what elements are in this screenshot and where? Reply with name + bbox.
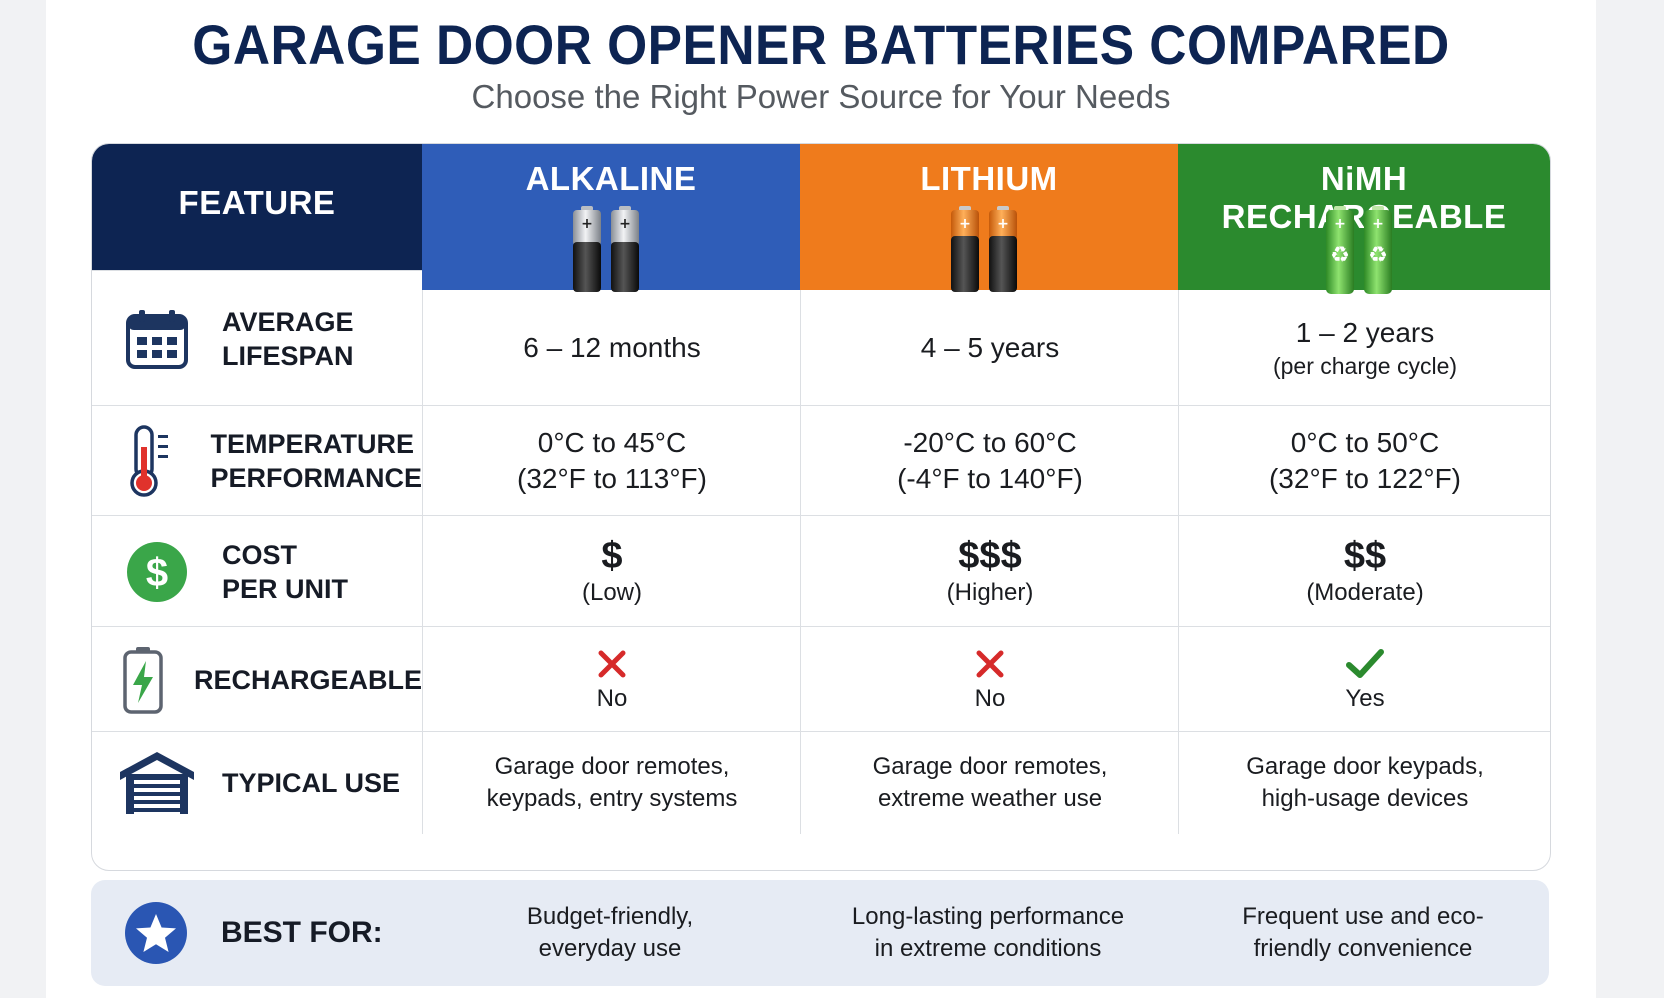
best-for-alkaline: Budget-friendly, everyday use (421, 880, 799, 986)
comparison-table: FEATURE ALKALINE + + LITHIUM (91, 143, 1551, 871)
temperature-lithium: -20°C to 60°C (-4°F to 140°F) (800, 406, 1179, 516)
typical-use-alkaline-value: Garage door remotes, keypads, entry syst… (486, 753, 738, 812)
best-for-nimh-value: Frequent use and eco- friendly convenien… (1242, 903, 1484, 962)
battery-charge-icon (123, 646, 163, 714)
best-for-lithium: Long-lasting performance in extreme cond… (799, 880, 1177, 986)
star-icon (125, 902, 187, 964)
best-for-bar: BEST FOR: Budget-friendly, everyday use … (91, 880, 1549, 986)
cost-nimh-value: $$ (1343, 534, 1387, 577)
svg-text:+: + (619, 216, 631, 232)
header-feature: FEATURE (92, 144, 422, 270)
feature-cell-typical-use: TYPICAL USE (92, 732, 422, 834)
check-icon (1346, 648, 1384, 678)
typical-use-lithium: Garage door remotes, extreme weather use (800, 732, 1179, 834)
svg-text:+: + (959, 216, 971, 232)
svg-text:+: + (1372, 216, 1384, 232)
cost-nimh: $$ (Moderate) (1178, 516, 1550, 627)
cross-icon (976, 650, 1004, 677)
garage-icon (120, 752, 194, 814)
svg-text:+: + (1334, 216, 1346, 232)
header-nimh-label: NiMH RECHARGEABLE (1222, 160, 1506, 235)
temperature-nimh-value: 0°C to 50°C (1290, 427, 1440, 458)
feature-cell-rechargeable: RECHARGEABLE (92, 627, 422, 732)
feature-label-cost: COST PER UNIT (222, 539, 349, 604)
rechargeable-alkaline: No (422, 627, 801, 732)
temperature-nimh: 0°C to 50°C (32°F to 122°F) (1178, 406, 1550, 516)
lifespan-alkaline: 6 – 12 months (422, 290, 801, 405)
temperature-lithium-value: -20°C to 60°C (903, 427, 1077, 458)
cost-alkaline-level: (Low) (581, 578, 642, 606)
typical-use-alkaline: Garage door remotes, keypads, entry syst… (422, 732, 801, 834)
cost-nimh-level: (Moderate) (1306, 578, 1424, 606)
lifespan-lithium-value: 4 – 5 years (920, 331, 1060, 363)
page-subtitle: Choose the Right Power Source for Your N… (471, 78, 1171, 115)
best-for-label-cell: BEST FOR: (91, 880, 421, 986)
temperature-lithium-fahrenheit: (-4°F to 140°F) (897, 463, 1083, 494)
best-for-label: BEST FOR: (221, 916, 383, 949)
cost-alkaline: $ (Low) (422, 516, 801, 627)
nimh-battery-icon: + ♻ + ♻ (1326, 206, 1392, 294)
temperature-alkaline: 0°C to 45°C (32°F to 113°F) (422, 406, 801, 516)
feature-label-rechargeable: RECHARGEABLE (193, 664, 422, 695)
page: GARAGE DOOR OPENER BATTERIES COMPARED Ch… (46, 0, 1596, 998)
feature-cell-lifespan: AVERAGE LIFESPAN (92, 270, 422, 406)
rechargeable-lithium-value: No (974, 684, 1006, 712)
cost-alkaline-value: $ (601, 534, 623, 577)
svg-text:♻: ♻ (1330, 243, 1350, 268)
lifespan-lithium: 4 – 5 years (800, 290, 1179, 405)
header-nimh: NiMH RECHARGEABLE + ♻ + ♻ (1178, 144, 1550, 294)
page-title: GARAGE DOOR OPENER BATTERIES COMPARED (192, 13, 1450, 76)
svg-text:$: $ (146, 551, 168, 595)
typical-use-lithium-value: Garage door remotes, extreme weather use (872, 753, 1108, 812)
row-rechargeable: RECHARGEABLE No No (92, 626, 1550, 732)
typical-use-nimh-value: Garage door keypads, high-usage devices (1246, 753, 1484, 812)
row-cost: $ COST PER UNIT $ (Low) $$$ (Higher) $$ … (92, 515, 1550, 627)
temperature-alkaline-value: 0°C to 45°C (537, 427, 687, 458)
thermometer-icon (130, 425, 169, 497)
lithium-battery-icon: + + (951, 206, 1017, 292)
dollar-icon: $ (127, 541, 187, 602)
alkaline-battery-icon: + + (573, 206, 639, 292)
row-temperature: TEMPERATURE PERFORMANCE 0°C to 45°C (32°… (92, 405, 1550, 516)
cost-lithium-level: (Higher) (946, 578, 1034, 606)
feature-label-temperature: TEMPERATURE PERFORMANCE (210, 429, 422, 493)
row-typical-use: TYPICAL USE Garage door remotes, keypads… (92, 731, 1550, 870)
best-for-alkaline-value: Budget-friendly, everyday use (526, 903, 694, 962)
best-for-lithium-value: Long-lasting performance in extreme cond… (851, 903, 1125, 962)
row-lifespan: AVERAGE LIFESPAN 6 – 12 months 4 – 5 yea… (92, 270, 1550, 405)
feature-label-typical-use: TYPICAL USE (222, 768, 401, 798)
best-for-nimh: Frequent use and eco- friendly convenien… (1177, 880, 1549, 986)
rechargeable-lithium: No (800, 627, 1179, 732)
temperature-nimh-fahrenheit: (32°F to 122°F) (1268, 463, 1462, 494)
temperature-alkaline-fahrenheit: (32°F to 113°F) (517, 463, 707, 494)
lifespan-alkaline-value: 6 – 12 months (523, 331, 701, 363)
svg-text:+: + (581, 216, 593, 232)
rechargeable-nimh: Yes (1178, 627, 1550, 732)
svg-text:♻: ♻ (1368, 243, 1388, 268)
header-lithium-label: LITHIUM (920, 160, 1058, 197)
cost-lithium: $$$ (Higher) (800, 516, 1179, 627)
rechargeable-alkaline-value: No (596, 684, 628, 712)
header-alkaline: ALKALINE + + (422, 144, 800, 292)
header-alkaline-label: ALKALINE (525, 160, 697, 197)
cross-icon (598, 650, 626, 677)
feature-label-lifespan: AVERAGE LIFESPAN (222, 306, 354, 371)
calendar-icon (126, 309, 188, 369)
header-feature-label: FEATURE (178, 184, 336, 221)
header-lithium: LITHIUM + + (800, 144, 1178, 292)
svg-text:+: + (997, 216, 1009, 232)
lifespan-nimh: 1 – 2 years (per charge cycle) (1178, 290, 1550, 405)
cost-lithium-value: $$$ (958, 534, 1022, 577)
lifespan-nimh-note: (per charge cycle) (1272, 352, 1458, 379)
rechargeable-nimh-value: Yes (1345, 684, 1385, 712)
lifespan-nimh-value: 1 – 2 years (1295, 316, 1435, 348)
feature-cell-temperature: TEMPERATURE PERFORMANCE (92, 406, 422, 516)
feature-cell-cost: $ COST PER UNIT (92, 516, 422, 627)
typical-use-nimh: Garage door keypads, high-usage devices (1178, 732, 1550, 834)
